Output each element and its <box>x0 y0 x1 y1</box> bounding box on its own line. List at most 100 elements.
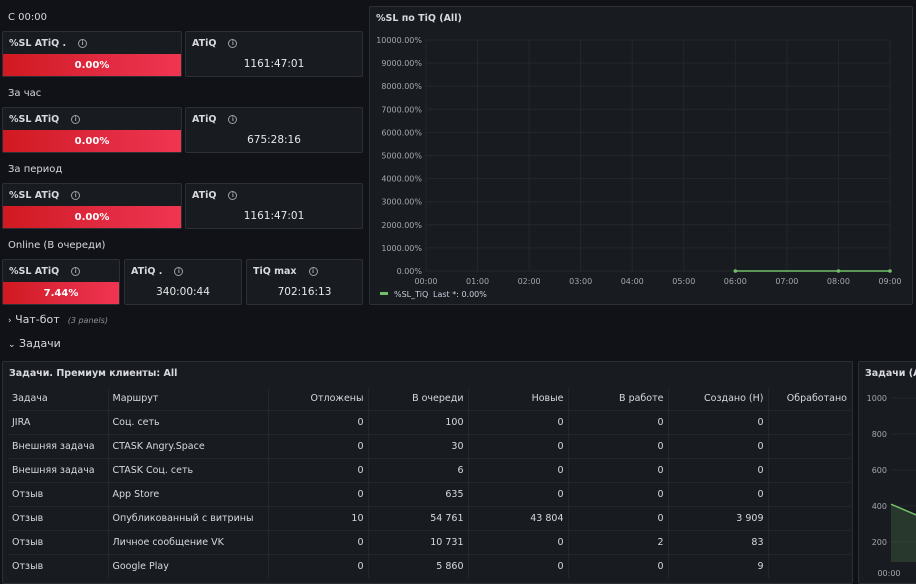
table-panel-premium-tasks[interactable]: Задачи. Премиум клиенты: All Задача Маршр… <box>2 361 853 584</box>
table-cell: 0 <box>267 409 368 434</box>
y-tick-label: 400 <box>872 502 887 511</box>
table-cell: 43 804 <box>467 505 568 530</box>
y-tick-label: 800 <box>872 430 887 439</box>
table-cell: Личное сообщение VK <box>107 529 268 554</box>
info-icon[interactable]: i <box>228 115 238 124</box>
column-header[interactable]: Отложены <box>267 388 368 410</box>
table-cell <box>767 481 851 506</box>
data-point[interactable] <box>836 269 841 273</box>
table-row[interactable]: Отзыв Опубликованный с витрины 10 54 761 43 … <box>8 505 851 530</box>
column-header[interactable]: Новые <box>467 388 568 410</box>
table-cell: 0 <box>567 433 668 458</box>
x-tick-label: 03:00 <box>569 277 592 286</box>
table-body: JIRA Соц. сеть 0 100 0 0 0 Внешняя задача CTASK … <box>8 409 851 578</box>
info-icon[interactable]: i <box>228 39 238 48</box>
stat-panel-atiq-today[interactable]: ATiQ i 1161:47:01 <box>185 31 363 77</box>
stat-panel-sl-period[interactable]: %SL ATiQ i 0.00% <box>2 183 182 229</box>
table-cell: 0 <box>467 433 568 458</box>
stat-value: 675:28:16 <box>247 134 301 146</box>
table-cell <box>767 505 851 530</box>
table-cell: 54 761 <box>367 505 468 530</box>
table-cell: Отзыв <box>8 481 108 506</box>
info-icon[interactable]: i <box>71 267 81 276</box>
table-cell: 9 <box>667 553 768 578</box>
y-tick-label: 4000.00% <box>381 175 422 184</box>
table-cell <box>767 553 851 578</box>
column-header[interactable]: Создано (Н) <box>667 388 768 410</box>
table-header-row: Задача Маршрут Отложены В очереди Новые В раб… <box>8 388 851 410</box>
stat-value: 340:00:44 <box>156 286 210 298</box>
x-tick-label: 01:00 <box>466 277 489 286</box>
stat-value: 1161:47:01 <box>243 210 305 222</box>
table-cell: 0 <box>567 553 668 578</box>
table-cell <box>767 433 851 458</box>
stat-panel-sl-today[interactable]: %SL ATiQ . i 0.00% <box>2 31 182 77</box>
row-meta: (3 panels) <box>67 316 108 325</box>
info-icon[interactable]: i <box>71 191 81 200</box>
legend-series-name[interactable]: %SL_TiQ <box>394 290 428 299</box>
table-cell: 0 <box>667 433 768 458</box>
section-label-period: За период <box>8 164 63 175</box>
table-row[interactable]: Отзыв Личное сообщение VK 0 10 731 0 2 83 <box>8 529 851 554</box>
table-row[interactable]: JIRA Соц. сеть 0 100 0 0 0 <box>8 409 851 434</box>
table-cell: Отзыв <box>8 553 108 578</box>
row-tasks[interactable]: ⌄ Задачи <box>8 337 61 350</box>
table-cell: 5 860 <box>367 553 468 578</box>
table-cell: Опубликованный с витрины <box>107 505 268 530</box>
y-tick-label: 3000.00% <box>381 198 422 207</box>
table-cell: 0 <box>567 481 668 506</box>
stat-panel-tiq-max[interactable]: TiQ max i 702:16:13 <box>246 259 363 305</box>
table-row[interactable]: Внешняя задача CTASK Angry.Space 0 30 0 0 0 <box>8 433 851 458</box>
stat-panel-sl-online[interactable]: %SL ATiQ i 7.44% <box>2 259 120 305</box>
table-cell: 0 <box>467 457 568 482</box>
row-chatbot[interactable]: › Чат-бот (3 panels) <box>8 313 108 326</box>
row-title: Задачи <box>19 337 61 350</box>
stat-value: 0.00% <box>3 206 181 228</box>
table-cell: 0 <box>467 481 568 506</box>
table-cell: 0 <box>267 433 368 458</box>
table-row[interactable]: Отзыв App Store 0 635 0 0 0 <box>8 481 851 506</box>
info-icon[interactable]: i <box>228 191 238 200</box>
stat-value: 1161:47:01 <box>243 58 305 70</box>
info-icon[interactable]: i <box>308 267 318 276</box>
table-cell: CTASK Соц. сеть <box>107 457 268 482</box>
panel-title: ATiQ . <box>131 266 163 277</box>
table-cell: 100 <box>367 409 468 434</box>
column-header[interactable]: Задача <box>12 393 48 405</box>
table-cell: 0 <box>267 457 368 482</box>
table-cell: CTASK Angry.Space <box>107 433 268 458</box>
stat-panel-atiq-hour[interactable]: ATiQ i 675:28:16 <box>185 107 363 153</box>
column-header[interactable]: В очереди <box>367 388 468 410</box>
table-row[interactable]: Отзыв Google Play 0 5 860 0 0 9 <box>8 553 851 578</box>
chart-title: Задачи (All <box>865 368 916 379</box>
table-cell: 0 <box>567 409 668 434</box>
tasks-table: Задача Маршрут Отложены В очереди Новые В раб… <box>8 388 851 578</box>
panel-title: ATiQ <box>192 38 217 49</box>
info-icon[interactable]: i <box>78 39 88 48</box>
column-header[interactable]: Маршрут <box>107 388 268 410</box>
stat-panel-atiq-period[interactable]: ATiQ i 1161:47:01 <box>185 183 363 229</box>
table-cell: 0 <box>667 457 768 482</box>
panel-title: %SL ATiQ <box>9 190 60 201</box>
stat-panel-sl-hour[interactable]: %SL ATiQ i 0.00% <box>2 107 182 153</box>
stat-value: 702:16:13 <box>277 286 332 298</box>
x-tick-label: 02:00 <box>518 277 541 286</box>
stat-panel-atiq-online[interactable]: ATiQ . i 340:00:44 <box>124 259 242 305</box>
sl-chart-svg: 10000.00% 9000.00% 8000.00% 7000.00% 6000.00… <box>376 36 901 299</box>
data-point[interactable] <box>733 269 738 273</box>
table-cell: 10 731 <box>367 529 468 554</box>
table-cell: 30 <box>367 433 468 458</box>
series-line <box>890 503 916 516</box>
column-header[interactable]: В работе <box>567 388 668 410</box>
info-icon[interactable]: i <box>174 267 184 276</box>
table-row[interactable]: Внешняя задача CTASK Соц. сеть 0 6 0 0 0 <box>8 457 851 482</box>
info-icon[interactable]: i <box>71 115 81 124</box>
y-tick-label: 7000.00% <box>381 105 422 114</box>
section-label-since-midnight: С 00:00 <box>8 12 47 23</box>
panel-title: %SL ATiQ <box>9 266 60 277</box>
chart-panel-tasks[interactable]: Задачи (All 1000 800 600 400 200 00:00 <box>858 361 916 584</box>
data-point[interactable] <box>888 269 892 273</box>
chart-panel-sl-tiq[interactable]: %SL по TiQ (All) 10000.00% 9000.00% 8000.0… <box>369 6 913 305</box>
table-cell: Внешняя задача <box>8 433 108 458</box>
column-header[interactable]: Обработано <box>767 388 851 410</box>
